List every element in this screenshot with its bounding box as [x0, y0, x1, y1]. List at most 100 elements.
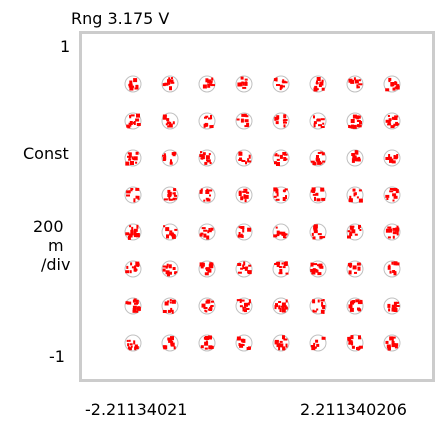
- symbol-hit: [281, 306, 285, 311]
- symbol-hit: [389, 190, 394, 193]
- symbol-hit: [278, 301, 282, 303]
- symbol-hit: [315, 192, 319, 196]
- symbol-hit: [282, 197, 286, 201]
- symbol-hit: [168, 264, 172, 269]
- symbol-hit: [395, 82, 398, 85]
- symbol-hit: [242, 190, 247, 193]
- symbol-hit: [321, 197, 326, 201]
- symbol-hit: [129, 121, 133, 125]
- symbol-hit: [242, 264, 245, 268]
- constellation-point: [198, 223, 216, 241]
- symbol-hit: [313, 121, 317, 125]
- symbol-hit: [348, 270, 352, 275]
- symbol-hit: [282, 119, 286, 122]
- constellation-point: [309, 149, 327, 167]
- symbol-hit: [132, 158, 136, 161]
- symbol-hit: [172, 197, 177, 200]
- symbol-hit: [171, 309, 174, 314]
- symbol-hit: [389, 159, 392, 163]
- symbol-hit: [130, 229, 134, 234]
- symbol-hit: [162, 310, 167, 313]
- symbol-hit: [354, 155, 357, 160]
- symbol-hit: [209, 262, 214, 266]
- ideal-symbol-ring: [383, 297, 401, 315]
- symbol-hit: [273, 78, 277, 82]
- symbol-hit: [348, 125, 351, 128]
- symbol-hit: [321, 302, 324, 306]
- ideal-symbol-ring: [198, 75, 216, 93]
- symbol-hit: [278, 305, 281, 310]
- symbol-hit: [170, 159, 172, 164]
- symbol-hit: [276, 192, 279, 197]
- symbol-hit: [391, 340, 395, 345]
- symbol-hit: [285, 195, 287, 200]
- symbol-hit: [245, 308, 250, 310]
- symbol-hit: [310, 269, 315, 272]
- symbol-hit: [242, 228, 245, 233]
- symbol-hit: [311, 187, 316, 192]
- symbol-hit: [392, 235, 395, 239]
- symbol-hit: [322, 160, 326, 163]
- symbol-hit: [237, 263, 242, 266]
- symbol-hit: [125, 301, 129, 305]
- symbol-hit: [315, 157, 318, 162]
- symbol-hit: [204, 341, 209, 346]
- symbol-hit: [202, 262, 205, 267]
- symbol-hit: [358, 189, 362, 192]
- ideal-symbol-ring: [309, 223, 327, 241]
- symbol-hit: [162, 154, 167, 157]
- ideal-symbol-ring: [383, 334, 401, 352]
- symbol-hit: [392, 231, 397, 235]
- symbol-hit: [313, 263, 318, 266]
- constellation-point: [235, 75, 253, 93]
- symbol-hit: [208, 153, 211, 156]
- symbol-hit: [357, 124, 362, 128]
- symbol-hit: [389, 270, 392, 274]
- symbol-hit: [353, 77, 356, 81]
- constellation-point: [124, 112, 142, 130]
- symbol-hit: [351, 158, 356, 162]
- constellation-point: [346, 112, 364, 130]
- symbol-hit: [318, 124, 322, 127]
- symbol-hit: [167, 300, 170, 303]
- symbol-hit: [162, 345, 166, 349]
- symbol-hit: [393, 308, 398, 312]
- symbol-hit: [276, 264, 280, 267]
- symbol-hit: [283, 305, 287, 308]
- symbol-hit: [174, 271, 178, 274]
- constellation-point: [346, 186, 364, 204]
- symbol-hit: [391, 160, 396, 164]
- symbol-hit: [316, 77, 321, 81]
- symbol-hit: [243, 261, 246, 266]
- ideal-symbol-ring: [198, 334, 216, 352]
- symbol-hit: [276, 162, 280, 166]
- symbol-hit: [388, 77, 392, 81]
- symbol-hit: [317, 152, 321, 154]
- symbol-hit: [206, 159, 211, 163]
- symbol-hit: [283, 347, 286, 350]
- symbol-hit: [279, 84, 283, 89]
- symbol-hit: [393, 301, 397, 306]
- symbol-hit: [130, 161, 134, 165]
- symbol-hit: [275, 153, 278, 156]
- symbol-hit: [321, 305, 326, 308]
- ideal-symbol-ring: [346, 223, 364, 241]
- constellation-point: [198, 112, 216, 130]
- symbol-hit: [130, 188, 133, 192]
- symbol-hit: [242, 86, 247, 89]
- symbol-hit: [278, 272, 283, 275]
- constellation-point: [198, 186, 216, 204]
- symbol-hit: [280, 343, 284, 348]
- symbol-hit: [276, 234, 280, 237]
- symbol-hit: [243, 194, 246, 199]
- symbol-hit: [321, 87, 325, 91]
- symbol-hit: [279, 268, 283, 273]
- symbol-hit: [349, 195, 352, 199]
- symbol-hit: [167, 337, 172, 341]
- symbol-hit: [167, 80, 171, 85]
- symbol-hit: [171, 77, 173, 80]
- symbol-hit: [134, 265, 136, 270]
- symbol-hit: [352, 114, 357, 119]
- ideal-symbol-ring: [124, 260, 142, 278]
